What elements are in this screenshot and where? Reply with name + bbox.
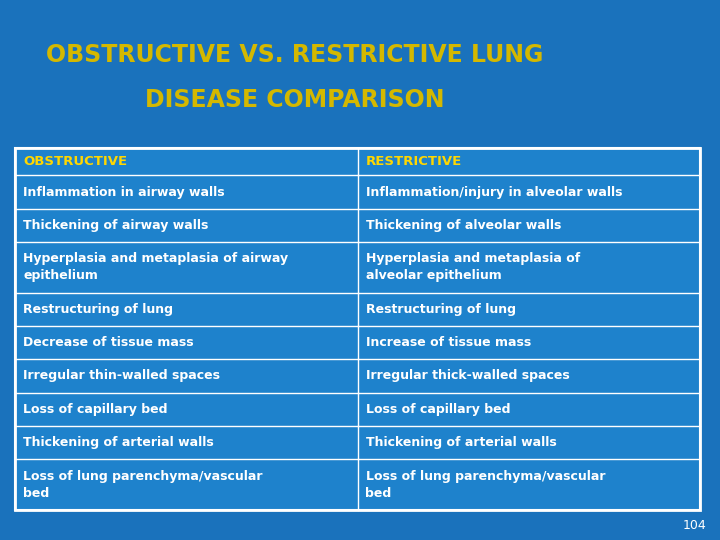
- Text: OBSTRUCTIVE: OBSTRUCTIVE: [23, 155, 127, 168]
- Text: Loss of capillary bed: Loss of capillary bed: [23, 403, 168, 416]
- Text: Inflammation in airway walls: Inflammation in airway walls: [23, 186, 225, 199]
- Text: OBSTRUCTIVE VS. RESTRICTIVE LUNG: OBSTRUCTIVE VS. RESTRICTIVE LUNG: [46, 43, 544, 67]
- Text: Thickening of arterial walls: Thickening of arterial walls: [23, 436, 214, 449]
- Text: Hyperplasia and metaplasia of airway
epithelium: Hyperplasia and metaplasia of airway epi…: [23, 252, 288, 282]
- Text: DISEASE COMPARISON: DISEASE COMPARISON: [145, 88, 445, 112]
- Text: Thickening of airway walls: Thickening of airway walls: [23, 219, 208, 232]
- Text: Thickening of alveolar walls: Thickening of alveolar walls: [366, 219, 561, 232]
- Text: Restructuring of lung: Restructuring of lung: [366, 303, 516, 316]
- FancyBboxPatch shape: [15, 148, 700, 510]
- Text: Increase of tissue mass: Increase of tissue mass: [366, 336, 531, 349]
- Text: Thickening of arterial walls: Thickening of arterial walls: [366, 436, 557, 449]
- Text: Loss of capillary bed: Loss of capillary bed: [366, 403, 510, 416]
- Text: Restructuring of lung: Restructuring of lung: [23, 303, 173, 316]
- Text: Irregular thick-walled spaces: Irregular thick-walled spaces: [366, 369, 570, 382]
- Text: Irregular thin-walled spaces: Irregular thin-walled spaces: [23, 369, 220, 382]
- Text: 104: 104: [683, 519, 706, 532]
- Text: Decrease of tissue mass: Decrease of tissue mass: [23, 336, 194, 349]
- Text: Loss of lung parenchyma/vascular
bed: Loss of lung parenchyma/vascular bed: [366, 470, 605, 500]
- Text: Loss of lung parenchyma/vascular
bed: Loss of lung parenchyma/vascular bed: [23, 470, 263, 500]
- Text: Inflammation/injury in alveolar walls: Inflammation/injury in alveolar walls: [366, 186, 622, 199]
- Text: Hyperplasia and metaplasia of
alveolar epithelium: Hyperplasia and metaplasia of alveolar e…: [366, 252, 580, 282]
- Text: RESTRICTIVE: RESTRICTIVE: [366, 155, 462, 168]
